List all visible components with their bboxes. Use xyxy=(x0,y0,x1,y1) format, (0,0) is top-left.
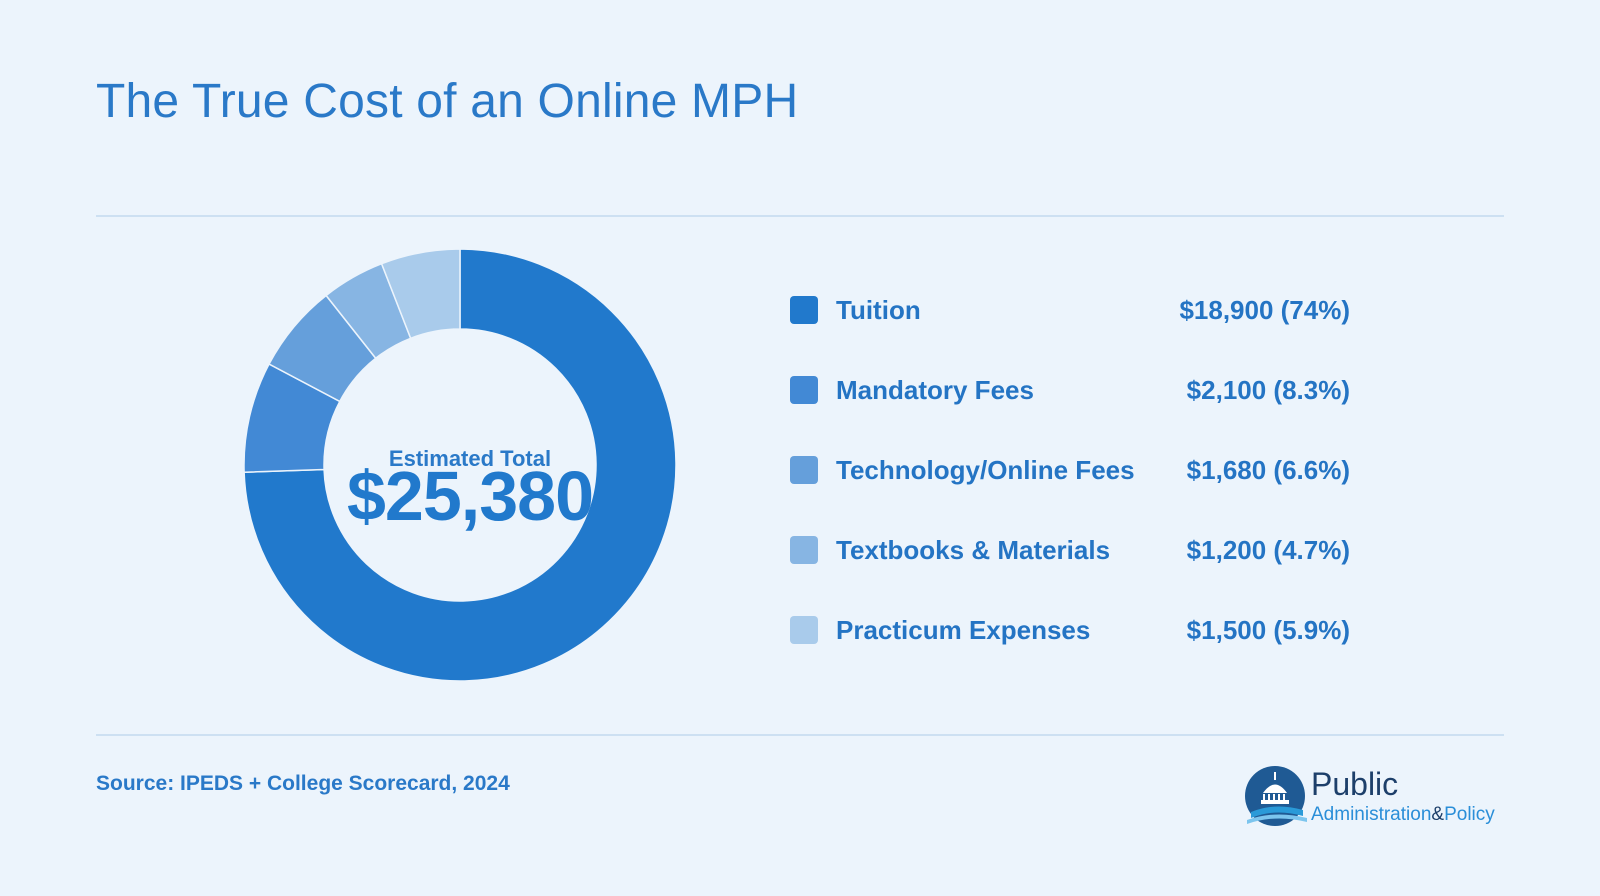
chart-title: The True Cost of an Online MPH xyxy=(96,75,799,128)
publisher-logo: Public Administration&Policy xyxy=(1243,764,1513,832)
legend-value: $2,100 (8.3%) xyxy=(1186,374,1350,405)
legend-value: $1,680 (6.6%) xyxy=(1186,454,1350,485)
bottom-divider xyxy=(96,734,1504,736)
source-note: Source: IPEDS + College Scorecard, 2024 xyxy=(96,772,510,795)
legend-swatch xyxy=(790,296,818,324)
legend-item: Practicum Expenses $1,500 (5.9%) xyxy=(790,590,1350,670)
legend-label: Textbooks & Materials xyxy=(836,534,1111,565)
donut-chart xyxy=(243,248,677,682)
legend: Tuition $18,900 (74%) Mandatory Fees $2,… xyxy=(790,270,1350,670)
legend-swatch xyxy=(790,376,818,404)
logo-text-subtitle: Administration&Policy xyxy=(1311,804,1495,826)
legend-label: Mandatory Fees xyxy=(836,374,1034,405)
legend-swatch xyxy=(790,456,818,484)
donut-slice-1 xyxy=(243,248,677,682)
center-total-value: $25,380 xyxy=(346,457,594,535)
legend-value: $18,900 (74%) xyxy=(1179,294,1350,325)
top-divider xyxy=(96,215,1504,217)
legend-swatch xyxy=(790,616,818,644)
logo-text-policy: Policy xyxy=(1444,804,1495,825)
legend-value: $1,200 (4.7%) xyxy=(1186,534,1350,565)
legend-label: Practicum Expenses xyxy=(836,614,1091,645)
capitol-dome-icon xyxy=(1245,766,1307,826)
logo-text-administration: Administration xyxy=(1311,804,1432,825)
logo-text-public: Public xyxy=(1311,766,1399,802)
legend-item: Tuition $18,900 (74%) xyxy=(790,270,1350,350)
logo-text-ampersand: & xyxy=(1431,804,1445,825)
legend-swatch xyxy=(790,536,818,564)
donut-slice-5 xyxy=(380,248,461,340)
center-label: Estimated Total xyxy=(388,446,552,471)
legend-item: Mandatory Fees $2,100 (8.3%) xyxy=(790,350,1350,430)
legend-label: Tuition xyxy=(836,294,921,325)
legend-value: $1,500 (5.9%) xyxy=(1186,614,1350,645)
legend-item: Textbooks & Materials $1,200 (4.7%) xyxy=(790,510,1350,590)
legend-item: Technology/Online Fees $1,680 (6.6%) xyxy=(790,430,1350,510)
legend-label: Technology/Online Fees xyxy=(836,454,1135,485)
